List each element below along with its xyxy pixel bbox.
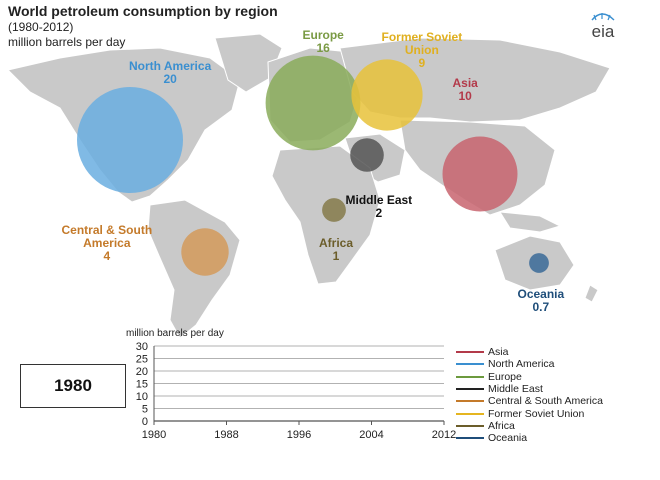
region-value: 16 [316,41,330,55]
legend-label: North America [488,358,555,371]
legend-label: Europe [488,370,522,383]
region-value: 4 [103,249,111,263]
x-tick-label: 2004 [359,429,383,441]
page-title: World petroleum consumption by region [8,3,278,19]
x-tick-label: 1988 [214,429,238,441]
region-label-asia: Asia 10 [453,77,478,103]
legend-swatch [456,363,484,366]
legend-swatch [456,412,484,415]
legend-item-central-and-south-america: Central & South America [456,395,656,407]
region-name-line: Union [404,43,439,57]
legend-label: Central & South America [488,395,603,408]
legend-label: Asia [488,346,509,359]
region-value: 10 [458,89,472,103]
legend-swatch [456,400,484,403]
bubble-africa [322,198,346,222]
region-name-line: America [83,236,131,250]
bubble-europe [265,55,361,151]
bubble-north-america [77,87,183,193]
region-name-line: Europe [302,28,344,42]
y-tick-label: 5 [142,404,148,416]
region-label-central-and-south-america: Central & South America 4 [62,224,153,263]
region-name-line: Former Soviet [381,30,463,44]
units-label: million barrels per day [8,35,126,49]
y-tick-label: 15 [136,379,148,391]
bubble-former-soviet-union [351,59,423,131]
legend-label: Middle East [488,383,543,396]
y-tick-label: 25 [136,354,148,366]
x-tick-label: 2012 [432,429,456,441]
region-label-europe: Europe 16 [303,29,344,55]
region-value: 2 [375,206,383,220]
chart-legend: Asia North America Europe Middle East Centra… [456,346,656,444]
region-label-north-america: North America 20 [129,60,211,86]
legend-item-former-soviet-union: Former Soviet Union [456,407,656,420]
region-value: 0.7 [532,300,550,314]
y-tick-label: 20 [136,366,148,378]
region-name-line: Central & South [61,223,153,237]
legend-swatch [456,424,484,427]
legend-swatch [456,437,484,440]
region-label-middle-east: Middle East 2 [346,194,413,220]
bubble-middle-east [350,138,384,172]
region-value: 1 [332,249,340,263]
bubble-asia [442,136,518,212]
region-name-line: North America [129,59,212,73]
legend-item-africa: Africa [456,420,656,432]
y-tick-label: 0 [142,416,148,428]
chart-ylabel: million barrels per day [126,328,224,339]
eia-logo: eia [591,13,615,41]
region-label-oceania: Oceania 0.7 [518,288,565,314]
region-name-line: Middle East [345,193,413,207]
legend-item-middle-east: Middle East [456,383,656,395]
x-tick-label: 1980 [142,429,166,441]
legend-swatch [456,351,484,354]
bubble-oceania [529,253,549,273]
x-tick-label: 1996 [287,429,311,441]
region-name-line: Oceania [517,287,565,301]
legend-label: Former Soviet Union [488,407,585,420]
legend-label: Africa [488,419,515,432]
current-year-box: 1980 [20,364,126,408]
region-label-former-soviet-union: Former Soviet Union 9 [382,31,463,70]
legend-item-europe: Europe [456,371,656,383]
bubble-central-and-south-america [181,228,229,276]
region-value: 20 [163,72,177,86]
legend-item-oceania: Oceania [456,432,656,444]
y-tick-label: 10 [136,391,148,403]
logo-text: eia [592,22,615,41]
legend-label: Oceania [488,432,528,445]
legend-item-asia: Asia [456,346,656,358]
islands-landmass [499,211,562,233]
page-subtitle: (1980-2012) [8,20,74,34]
legend-item-north-america: North America [456,358,656,370]
region-name-line: Africa [319,236,354,250]
y-tick-label: 30 [136,341,148,353]
region-label-africa: Africa 1 [319,237,353,263]
legend-swatch [456,375,484,378]
region-value: 9 [418,56,426,70]
region-name-line: Asia [452,76,478,90]
new-zealand-landmass [584,284,599,303]
legend-swatch [456,388,484,391]
